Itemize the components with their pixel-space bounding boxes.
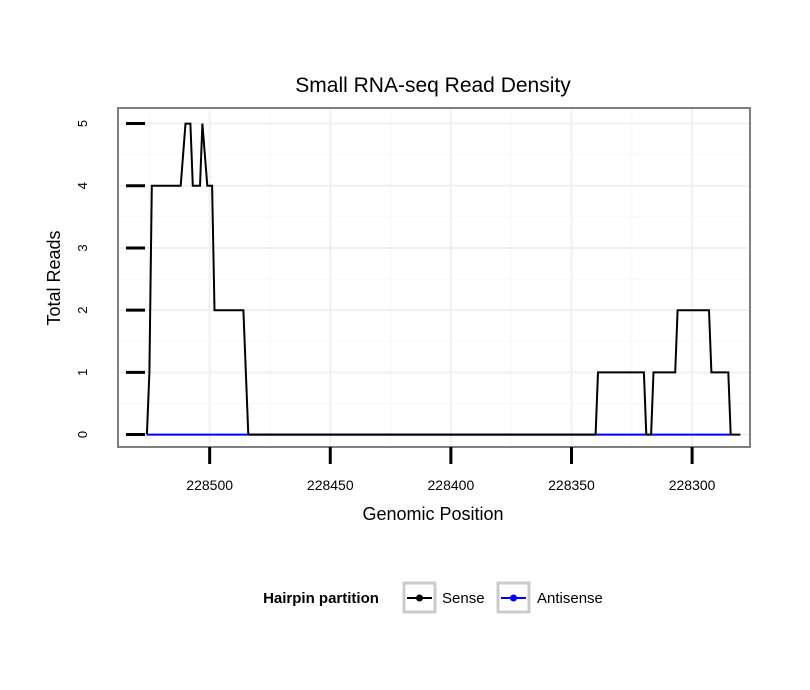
y-tick-label: 5 — [75, 120, 90, 127]
series-line-sense — [145, 122, 741, 436]
y-axis-title: Total Reads — [44, 230, 64, 325]
chart-title: Small RNA-seq Read Density — [295, 74, 571, 97]
y-tick-label: 0 — [75, 431, 90, 438]
series-group — [145, 122, 741, 436]
grid — [118, 108, 750, 447]
x-tick-label: 228500 — [186, 477, 233, 493]
x-tick-label: 228350 — [548, 477, 595, 493]
y-axis: 0 1 2 3 4 5 — [75, 120, 145, 438]
x-axis: 228500 228450 228400 228350 228300 — [186, 447, 716, 493]
legend-label-antisense: Antisense — [537, 590, 603, 607]
x-tick-label: 228400 — [428, 477, 475, 493]
legend-label-sense: Sense — [442, 590, 485, 607]
y-tick-label: 3 — [75, 244, 90, 251]
y-tick-label: 1 — [75, 369, 90, 376]
x-tick-label: 228300 — [669, 477, 716, 493]
y-tick-label: 2 — [75, 307, 90, 314]
legend-point-antisense — [510, 594, 517, 602]
x-tick-label: 228450 — [307, 477, 354, 493]
x-axis-title: Genomic Position — [362, 504, 503, 524]
legend: Hairpin partition Sense Antisense — [263, 581, 603, 614]
panel-border — [117, 107, 751, 448]
legend-point-sense — [416, 594, 423, 602]
legend-title: Hairpin partition — [263, 590, 379, 607]
y-tick-label: 4 — [75, 182, 90, 189]
